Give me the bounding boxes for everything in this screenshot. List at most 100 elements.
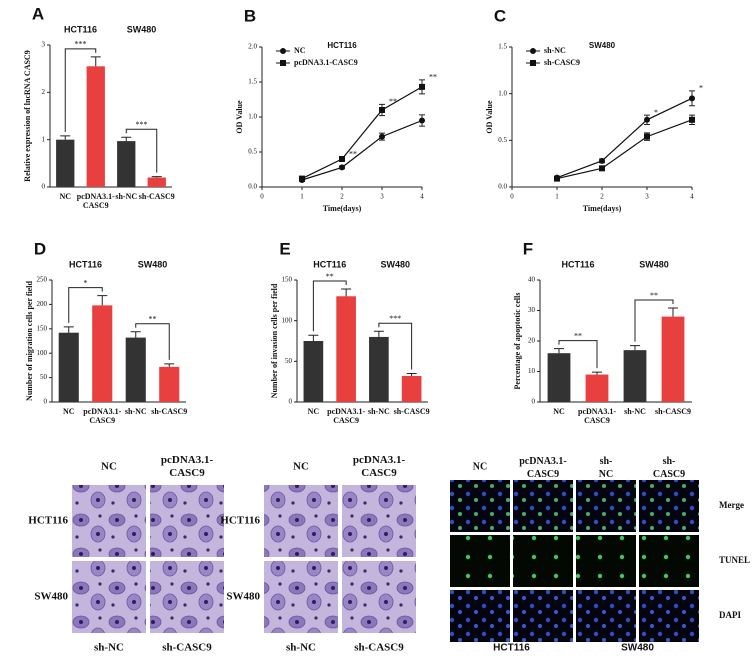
group-label: HCT116: [493, 643, 530, 654]
x-tick-label: 2: [340, 193, 344, 201]
y-tick-label: 10: [528, 367, 536, 375]
micrograph: [342, 485, 416, 557]
micrograph: [150, 485, 224, 557]
x-tick-label: NC: [553, 407, 565, 416]
bar: [661, 316, 685, 402]
significance-bracket: [634, 299, 674, 342]
x-tick-label: sh-NC: [115, 192, 137, 201]
micrograph: [264, 561, 338, 633]
fluorescence-image: [513, 590, 573, 642]
significance-label: ***: [389, 314, 401, 323]
fluorescence-image: [639, 480, 699, 532]
chart-title: HCT116: [327, 41, 357, 50]
bottom-label: sh-CASC9: [162, 642, 212, 654]
significance-bracket: [68, 287, 103, 323]
marker: [419, 117, 425, 124]
y-tick-label: 50: [285, 357, 293, 365]
error-bar: [341, 288, 352, 297]
significance-bracket: [125, 128, 158, 173]
y-tick-label: 3: [42, 41, 46, 49]
legend-label: pcDNA3.1-CASC9: [294, 58, 358, 67]
bar: [92, 305, 113, 402]
bar: [117, 141, 136, 187]
y-tick-label: 150: [282, 276, 293, 284]
x-tick-label: pcDNA3.1-CASC9: [77, 192, 115, 210]
y-tick-label: 0.0: [248, 183, 257, 191]
legend-label: sh-CASC9: [544, 58, 580, 67]
marker: [599, 157, 605, 164]
significance-label: **: [574, 331, 582, 340]
y-tick-label: 2: [42, 88, 46, 96]
significance-label: ***: [136, 120, 148, 129]
bar: [303, 341, 324, 402]
significance-label: **: [326, 272, 334, 281]
error-bar: [121, 136, 132, 142]
series-line: [301, 86, 423, 180]
significance-label: **: [349, 150, 357, 159]
x-tick-label: 2: [600, 193, 604, 201]
x-tick-label: sh-NC: [368, 407, 390, 416]
group-label: SW480: [127, 24, 157, 34]
y-tick-label: 2.0: [248, 43, 257, 51]
y-tick-label: 1: [42, 135, 46, 143]
column-label: pcDNA3.1-CASC9: [353, 454, 406, 479]
marker: [530, 48, 536, 54]
error-bar: [164, 363, 175, 367]
bar: [401, 375, 422, 402]
x-tick-label: sh-CASC9: [394, 407, 430, 416]
fluorescence-image: [576, 480, 636, 532]
error-bar: [668, 307, 678, 317]
significance-bracket: [378, 322, 413, 370]
x-tick-label: pcDNA3.1-CASC9: [327, 407, 365, 425]
panel-letter: A: [32, 4, 44, 23]
row-label: SW480: [34, 591, 68, 603]
marker: [339, 156, 345, 162]
bar: [147, 177, 166, 187]
panel-letter: E: [279, 239, 290, 258]
error-bar: [406, 373, 417, 376]
fluorescence-image: [639, 535, 699, 587]
group-label: SW480: [380, 259, 410, 269]
series-line: [301, 119, 423, 181]
row-label: DAPI: [719, 610, 741, 620]
panel-letter: B: [244, 6, 256, 25]
y-tick-label: 1.5: [248, 78, 257, 86]
fluorescence-image: [513, 480, 573, 532]
error-bar: [97, 295, 108, 306]
marker: [554, 175, 560, 182]
significance-bracket: [64, 48, 97, 132]
bar: [86, 66, 105, 187]
fluorescence-image: [639, 590, 699, 642]
x-tick-label: NC: [59, 192, 71, 201]
x-tick-label: NC: [308, 407, 320, 416]
x-tick-label: sh-CASC9: [139, 192, 175, 201]
x-tick-label: 1: [300, 193, 304, 201]
row-label: Merge: [719, 500, 744, 510]
y-tick-label: 1.5: [498, 43, 507, 51]
series-line: [556, 97, 693, 179]
bottom-label: sh-NC: [286, 642, 316, 654]
significance-label: **: [149, 315, 157, 324]
y-tick-label: 0: [532, 398, 536, 406]
bar: [58, 332, 79, 402]
group-label: SW480: [621, 643, 654, 654]
bar: [336, 296, 356, 402]
fluorescence-image: [450, 480, 510, 532]
y-axis-label: Relative expression of lncRNA CASC9: [23, 50, 32, 181]
marker: [280, 60, 286, 66]
bar: [623, 350, 647, 402]
marker: [644, 133, 650, 140]
row-label: SW480: [226, 591, 260, 603]
bottom-label: sh-NC: [94, 642, 124, 654]
significance-label: **: [650, 291, 658, 300]
y-tick-label: 0.5: [248, 148, 257, 156]
bar: [585, 374, 609, 402]
column-label: sh-CASC9: [653, 456, 685, 480]
y-tick-label: 30: [528, 306, 536, 314]
y-tick-label: 100: [37, 349, 48, 357]
x-tick-label: sh-CASC9: [151, 407, 187, 416]
significance-label: *: [84, 278, 88, 287]
row-label: HCT116: [28, 515, 68, 527]
